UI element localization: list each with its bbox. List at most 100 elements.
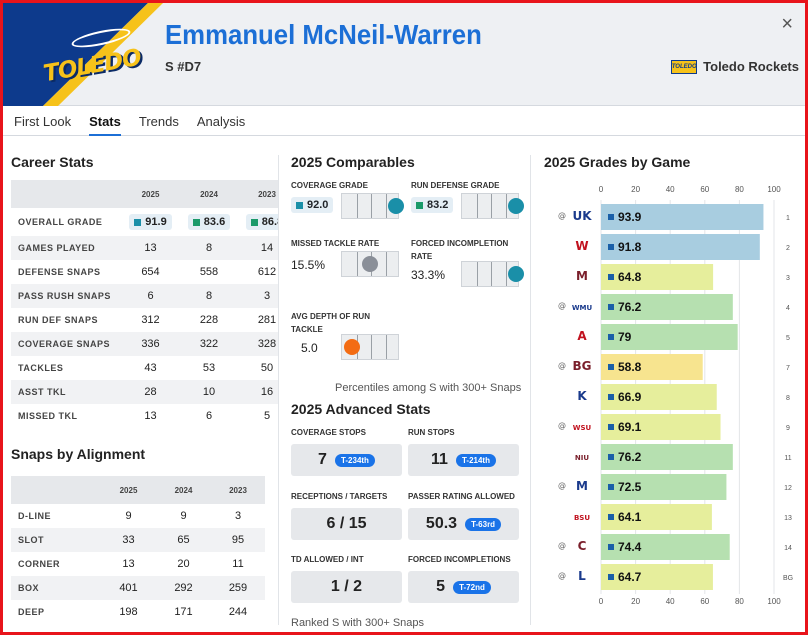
grade-dot-icon [608, 454, 614, 460]
table-cell: 322 [180, 332, 238, 356]
row-label: BOX [11, 576, 101, 600]
table-cell: 83.6 [180, 208, 238, 236]
table-cell: 336 [121, 332, 180, 356]
percentile-tick [505, 262, 507, 286]
grade-color-icon [296, 201, 303, 209]
grade-dot-icon [608, 574, 614, 580]
team-name: Toledo Rockets [703, 59, 799, 74]
table-row: OVERALL GRADE 91.9 83.6 86.8 [11, 208, 278, 236]
x-tick-label-top: 0 [599, 185, 604, 194]
table-row: COVERAGE SNAPS 336 322 328 [11, 332, 278, 356]
table-row: ASST TKL 28 10 16 [11, 380, 278, 404]
grade-dot-icon [608, 364, 614, 370]
away-game-icon: @ [558, 361, 566, 370]
table-cell: 244 [228, 606, 248, 618]
table-cell: 654 [141, 266, 160, 278]
opponent-logo-icon: WMU [572, 304, 593, 312]
table-row: TACKLES 43 53 50 [11, 356, 278, 380]
close-button[interactable]: × [781, 13, 793, 35]
away-game-icon: @ [558, 211, 566, 220]
advanced-stat-box: 5 T-72nd [408, 571, 519, 603]
grade-bar [601, 324, 738, 350]
grade-dot-icon [608, 484, 614, 490]
table-row: SLOT 33 65 95 [11, 528, 265, 552]
grade-dot-icon [608, 244, 614, 250]
opponent-logo-icon: BG [573, 359, 592, 373]
grade-dot-icon [608, 274, 614, 280]
player-position: S #D7 [165, 59, 202, 74]
tab-bar: First Look Stats Trends Analysis [3, 106, 805, 136]
week-label: BG [783, 575, 793, 582]
x-tick-label-bottom: 20 [631, 597, 640, 606]
player-name: Emmanuel McNeil-Warren [165, 19, 482, 50]
table-cell: 8 [180, 236, 238, 260]
table-row: DEFENSE SNAPS 654 558 612 [11, 260, 278, 284]
grade-value-label: 64.8 [618, 270, 642, 284]
week-label: 4 [786, 305, 790, 312]
table-cell: 6 [121, 284, 180, 308]
percentile-marker[interactable] [344, 339, 361, 355]
row-label: DEEP [18, 607, 45, 617]
table-cell: 43 [144, 362, 157, 374]
grade-bar [601, 204, 764, 230]
table-cell: 8 [180, 284, 238, 308]
tab-stats[interactable]: Stats [89, 106, 121, 136]
table-cell: 20 [177, 558, 190, 570]
row-label: CORNER [18, 559, 61, 569]
table-cell: 5 [263, 410, 271, 422]
grade-dot-icon [608, 214, 614, 220]
table-cell: 10 [180, 380, 238, 404]
opponent-logo-icon: M [576, 269, 588, 283]
grade-value: 86.8 [261, 216, 278, 228]
comparables-title: 2025 Comparables [291, 154, 415, 170]
x-tick-label-bottom: 0 [599, 597, 604, 606]
percentile-marker[interactable] [508, 266, 524, 282]
table-cell: 13 [121, 236, 180, 260]
table-cell: 9 [180, 510, 187, 522]
comparable-grade-chip: 83.2 [411, 197, 454, 213]
percentile-tick [491, 194, 492, 218]
percentile-marker[interactable] [361, 256, 378, 272]
column-header: 2025 [121, 180, 180, 208]
career-stats-title: Career Stats [11, 154, 94, 170]
x-tick-label-bottom: 100 [767, 597, 781, 606]
x-tick-label-top: 40 [666, 185, 675, 194]
tab-first-look[interactable]: First Look [14, 114, 72, 129]
column-header: 2024 [156, 476, 211, 504]
advanced-stat-box: 1 / 2 [291, 571, 402, 603]
column-header: 2023 [211, 476, 265, 504]
tab-analysis[interactable]: Analysis [196, 114, 246, 129]
player-header: TOLEDO Emmanuel McNeil-Warren S #D7 × TO… [3, 3, 805, 106]
tab-trends[interactable]: Trends [138, 114, 179, 129]
advanced-stat-label: PASSER RATING ALLOWED [408, 492, 515, 501]
table-cell: 281 [257, 314, 277, 326]
row-label: ASST TKL [11, 380, 121, 404]
grade-color-icon [250, 218, 258, 226]
away-game-icon: @ [558, 541, 566, 550]
opponent-logo-icon: W [575, 239, 588, 253]
table-cell: 401 [101, 576, 156, 600]
grade-value-label: 74.4 [618, 540, 642, 554]
grades-chart-title: 2025 Grades by Game [544, 154, 691, 170]
week-label: 9 [786, 425, 790, 432]
grade-chip: 91.9 [129, 214, 172, 230]
percentile-marker[interactable] [388, 198, 404, 214]
row-label: PASS RUSH SNAPS [11, 284, 121, 308]
percentile-marker[interactable] [508, 198, 524, 214]
rank-badge: T-72nd [453, 580, 491, 594]
grade-bar [601, 474, 727, 500]
advanced-stat-label: FORCED INCOMPLETIONS [408, 555, 511, 564]
x-tick-label-top: 100 [767, 185, 781, 194]
team-link[interactable]: TOLEDO Toledo Rockets [671, 59, 799, 74]
x-tick-label-top: 60 [700, 185, 709, 194]
advanced-stat-box: 7 T-234th [291, 444, 402, 476]
opponent-logo-icon: BSU [574, 514, 590, 522]
table-cell: 612 [257, 266, 277, 278]
team-logo-banner: TOLEDO [3, 3, 163, 106]
table-cell: 228 [199, 314, 219, 326]
advanced-stat-label: COVERAGE STOPS [291, 428, 366, 437]
grade-value-label: 91.8 [618, 240, 642, 254]
grade-bar [601, 384, 717, 410]
percentile-tick [356, 252, 358, 276]
row-label: COVERAGE SNAPS [11, 332, 121, 356]
